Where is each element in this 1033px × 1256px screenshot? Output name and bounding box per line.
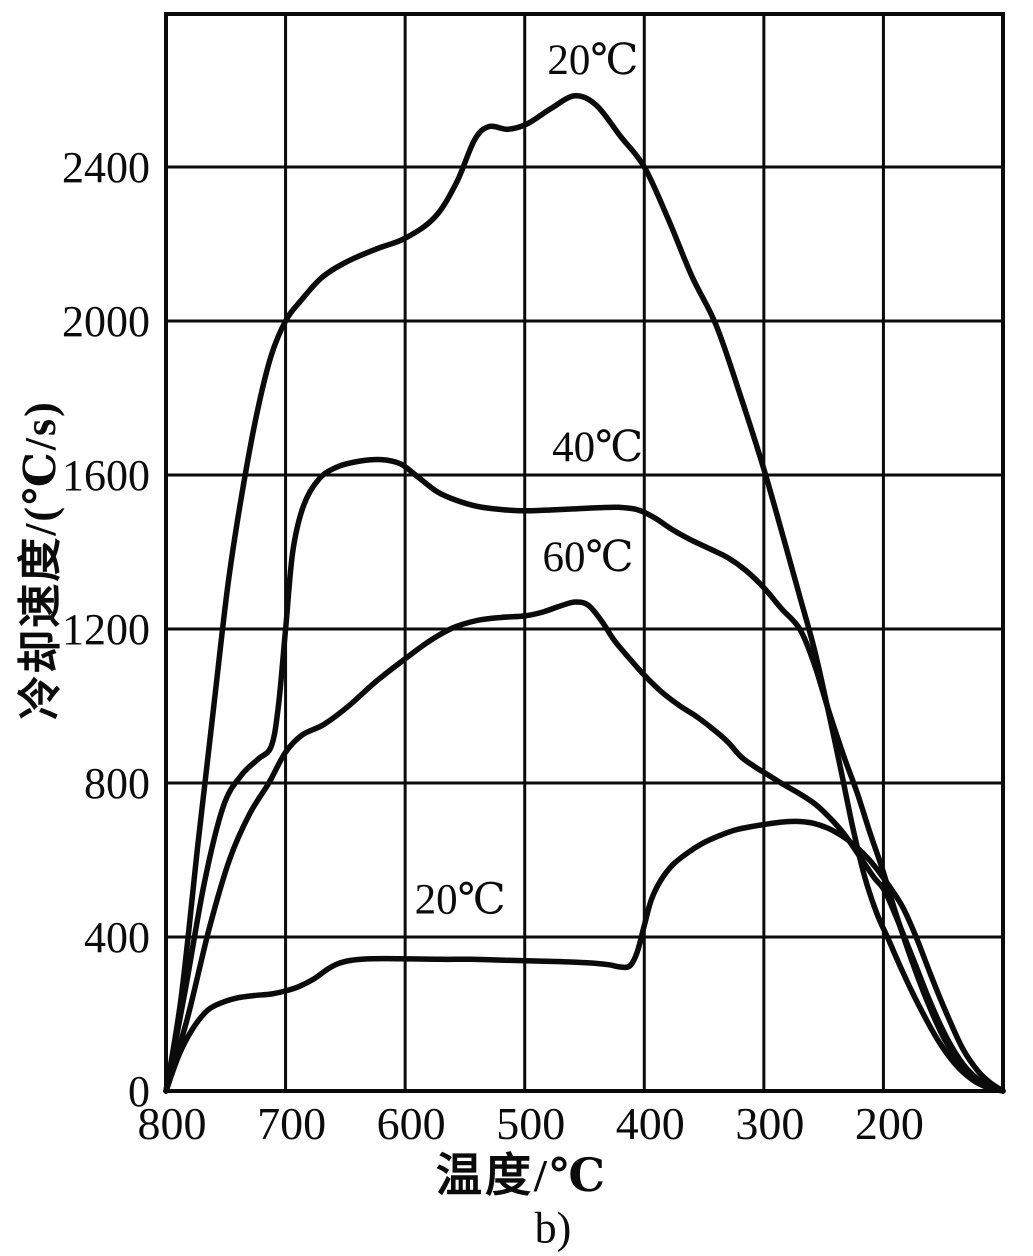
curve-label-20C-bottom: 20℃ — [415, 877, 506, 924]
x-tick-label-300: 300 — [735, 1098, 804, 1149]
x-tick-label-600: 600 — [377, 1098, 446, 1149]
curve-20C-bottom — [163, 818, 1006, 1094]
curve-60C — [163, 599, 1006, 1094]
y-tick-label-1200: 1200 — [62, 605, 150, 654]
curve-label-40C: 40℃ — [552, 424, 643, 471]
x-tick-label-800: 800 — [138, 1098, 207, 1149]
x-tick-label-500: 500 — [496, 1098, 565, 1149]
curve-40C — [163, 456, 1006, 1094]
x-axis-title: 温度/℃ — [436, 1150, 608, 1201]
y-axis-title: 冷却速度/(℃/s) — [16, 400, 65, 720]
plot-frame — [164, 12, 1005, 1093]
figure-caption: b) — [534, 1203, 572, 1253]
curve-label-60C: 60℃ — [543, 534, 634, 581]
y-tick-label-400: 400 — [84, 913, 150, 962]
y-tick-label-800: 800 — [84, 759, 150, 808]
curve-20C-top — [163, 93, 1006, 1094]
x-tick-label-200: 200 — [855, 1098, 924, 1149]
x-tick-label-700: 700 — [257, 1098, 326, 1149]
y-tick-label-2000: 2000 — [62, 297, 150, 346]
y-tick-label-1600: 1600 — [62, 451, 150, 500]
y-tick-label-2400: 2400 — [62, 143, 150, 192]
x-tick-label-400: 400 — [616, 1098, 685, 1149]
curve-label-20C-top: 20℃ — [547, 37, 638, 84]
y-tick-label-0: 0 — [128, 1067, 150, 1116]
